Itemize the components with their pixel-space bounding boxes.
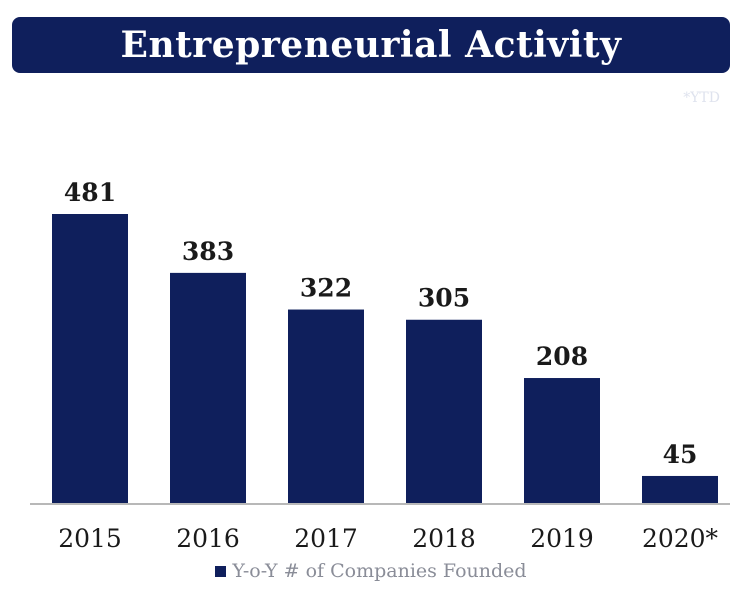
x-tick-2020*: 2020*	[642, 524, 719, 553]
data-label-2015: 481	[64, 178, 116, 207]
title-banner: Entrepreneurial Activity	[12, 17, 730, 73]
data-label-2017: 322	[300, 274, 352, 303]
bar-2018	[406, 319, 482, 503]
bar-2017	[288, 309, 364, 503]
x-tick-2019: 2019	[530, 524, 594, 553]
data-label-2019: 208	[536, 342, 588, 371]
x-tick-2015: 2015	[58, 524, 122, 553]
bar-2020*	[642, 475, 718, 503]
legend-label: Y-o-Y # of Companies Founded	[232, 560, 527, 582]
legend-swatch	[215, 565, 227, 577]
bar-2016	[170, 272, 246, 503]
bar-2015	[52, 214, 128, 503]
ytd-note: *YTD	[683, 90, 720, 106]
bar-chart: 481 2015 383 2016 322 2017 305 2018 208 2019 45 202…	[30, 178, 730, 553]
legend: Y-o-Y # of Companies Founded	[0, 560, 742, 582]
x-tick-2018: 2018	[412, 524, 476, 553]
chart-title: Entrepreneurial Activity	[120, 24, 622, 66]
data-label-2020*: 45	[663, 440, 698, 469]
bar-2019	[524, 378, 600, 503]
x-tick-2017: 2017	[294, 524, 358, 553]
x-tick-2016: 2016	[176, 524, 240, 553]
data-label-2016: 383	[182, 237, 234, 266]
data-label-2018: 305	[418, 284, 470, 313]
